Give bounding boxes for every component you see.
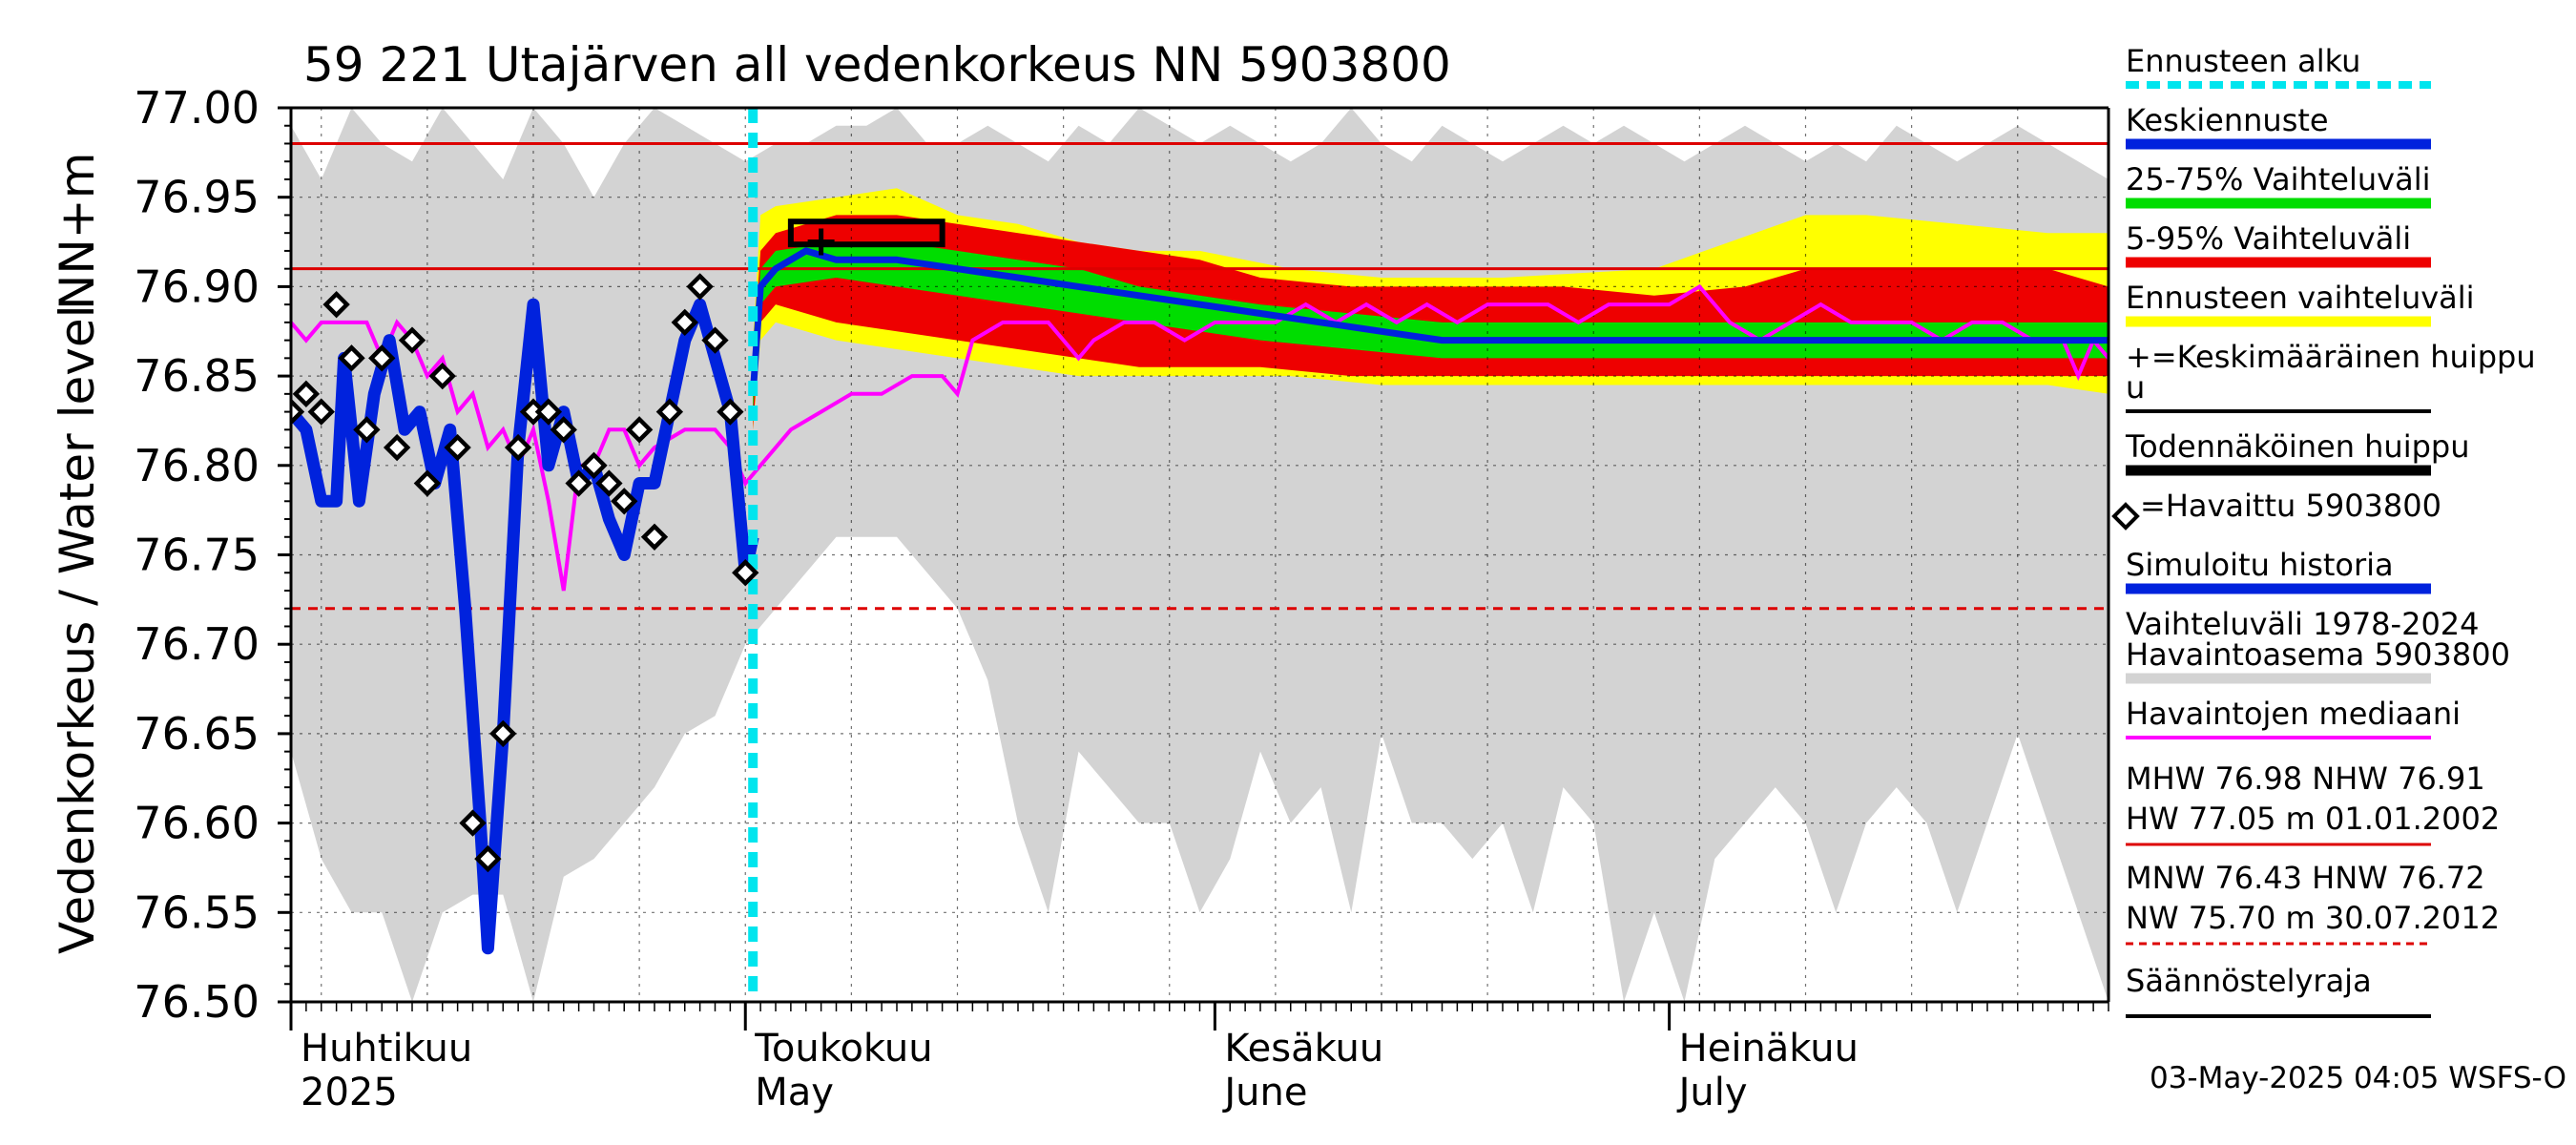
legend-label-cont: u — [2126, 369, 2145, 406]
forecast-median-line — [749, 247, 2109, 395]
month-label-fi: Heinäkuu — [1679, 1027, 1859, 1071]
legend-label: Todennäköinen huippu — [2125, 428, 2470, 465]
legend: Ennusteen alku Keskiennuste 25-75% Vaihtel… — [2111, 43, 2536, 1018]
y-axis-label: Vedenkorkeus / Water level — [50, 305, 105, 955]
legend-label: Havaintojen mediaani — [2126, 696, 2461, 732]
y-tick-label: 77.00 — [134, 82, 260, 134]
legend-label: Ennusteen vaihteluväli — [2126, 280, 2475, 316]
legend-label: Vaihteluväli 1978-2024 — [2126, 606, 2480, 642]
band-layer — [291, 108, 2109, 1002]
band-25-75 — [753, 241, 2109, 412]
legend-label: Simuloitu historia — [2126, 547, 2394, 583]
y-tick-label: 76.55 — [134, 886, 260, 938]
axis-layer: 76.50 76.55 76.60 76.65 76.70 76.75 76.80 76.85… — [134, 82, 2110, 1114]
y-tick-label: 76.60 — [134, 798, 260, 849]
probable-peak-box — [787, 219, 945, 248]
legend-diamond — [2111, 502, 2140, 531]
observed-point — [640, 523, 669, 551]
observed-point — [534, 398, 563, 426]
observed-point — [550, 416, 577, 444]
observed-point — [625, 416, 654, 444]
chart-title: 59 221 Utajärven all vedenkorkeus NN 590… — [303, 37, 1451, 93]
observed-point — [671, 308, 698, 337]
stats-text: HW 77.05 m 01.01.2002 — [2126, 801, 2500, 837]
legend-label: 25-75% Vaihteluväli — [2126, 161, 2430, 198]
observed-point — [504, 433, 532, 462]
observed-point — [338, 344, 365, 372]
legend-label: Keskiennuste — [2126, 102, 2329, 138]
y-tick-label: 76.50 — [134, 976, 260, 1028]
observed-point — [595, 469, 623, 497]
y-tick-label: 76.65 — [134, 708, 260, 760]
stats-text: MHW 76.98 NHW 76.91 — [2126, 760, 2485, 797]
regulation-limit-label: Säännöstelyraja — [2126, 963, 2372, 999]
observed-point — [580, 451, 608, 479]
month-label-fi: Toukokuu — [754, 1027, 932, 1071]
observed-point — [368, 344, 396, 372]
month-label-en: May — [755, 1071, 834, 1114]
observed-point — [611, 488, 638, 515]
y-tick-label: 76.70 — [134, 618, 260, 670]
timestamp: 03-May-2025 04:05 WSFS-O — [2150, 1061, 2566, 1095]
observed-point — [413, 469, 442, 497]
month-label-fi: Kesäkuu — [1224, 1027, 1383, 1071]
month-label-fi: Huhtikuu — [301, 1027, 472, 1071]
y-tick-label: 76.75 — [134, 530, 260, 581]
observed-point — [322, 290, 350, 319]
observed-point — [383, 433, 411, 462]
month-label-en: June — [1221, 1071, 1307, 1114]
observed-point — [732, 559, 759, 587]
month-label-en: July — [1676, 1071, 1748, 1114]
y-tick-label: 76.85 — [134, 350, 260, 402]
observed-point — [686, 273, 714, 301]
observed-point — [489, 719, 517, 748]
legend-label-cont: Havaintoasema 5903800 — [2126, 636, 2510, 673]
y-tick-label: 76.80 — [134, 440, 260, 491]
legend-label: 5-95% Vaihteluväli — [2126, 220, 2411, 257]
month-label-en: 2025 — [301, 1071, 398, 1114]
legend-label: Ennusteen alku — [2126, 43, 2360, 79]
observed-point — [459, 809, 487, 837]
observed-point — [655, 398, 684, 426]
stats-text: NW 75.70 m 30.07.2012 — [2126, 900, 2500, 936]
line-layer — [291, 108, 2109, 1002]
observed-point — [292, 380, 321, 408]
mean-peak-marker — [807, 228, 835, 256]
observed-point — [444, 433, 471, 462]
y-tick-label: 76.90 — [134, 260, 260, 312]
observed-point — [307, 398, 335, 426]
y-tick-label: 76.95 — [134, 172, 260, 223]
observed-point — [701, 326, 729, 354]
observed-point — [398, 326, 426, 354]
observed-point — [291, 398, 305, 426]
legend-label: =Havaittu 5903800 — [2140, 488, 2441, 524]
observed-point — [474, 844, 502, 873]
observed-point — [428, 362, 456, 390]
observed-point — [565, 469, 592, 497]
observed-point — [353, 416, 381, 444]
stats-text: MNW 76.43 HNW 76.72 — [2126, 860, 2485, 896]
grid-layer — [291, 107, 2109, 1003]
observed-point — [717, 398, 744, 426]
y-axis-unit: NN+m — [50, 153, 105, 310]
legend-label: +=Keskimääräinen huippu — [2126, 339, 2536, 375]
